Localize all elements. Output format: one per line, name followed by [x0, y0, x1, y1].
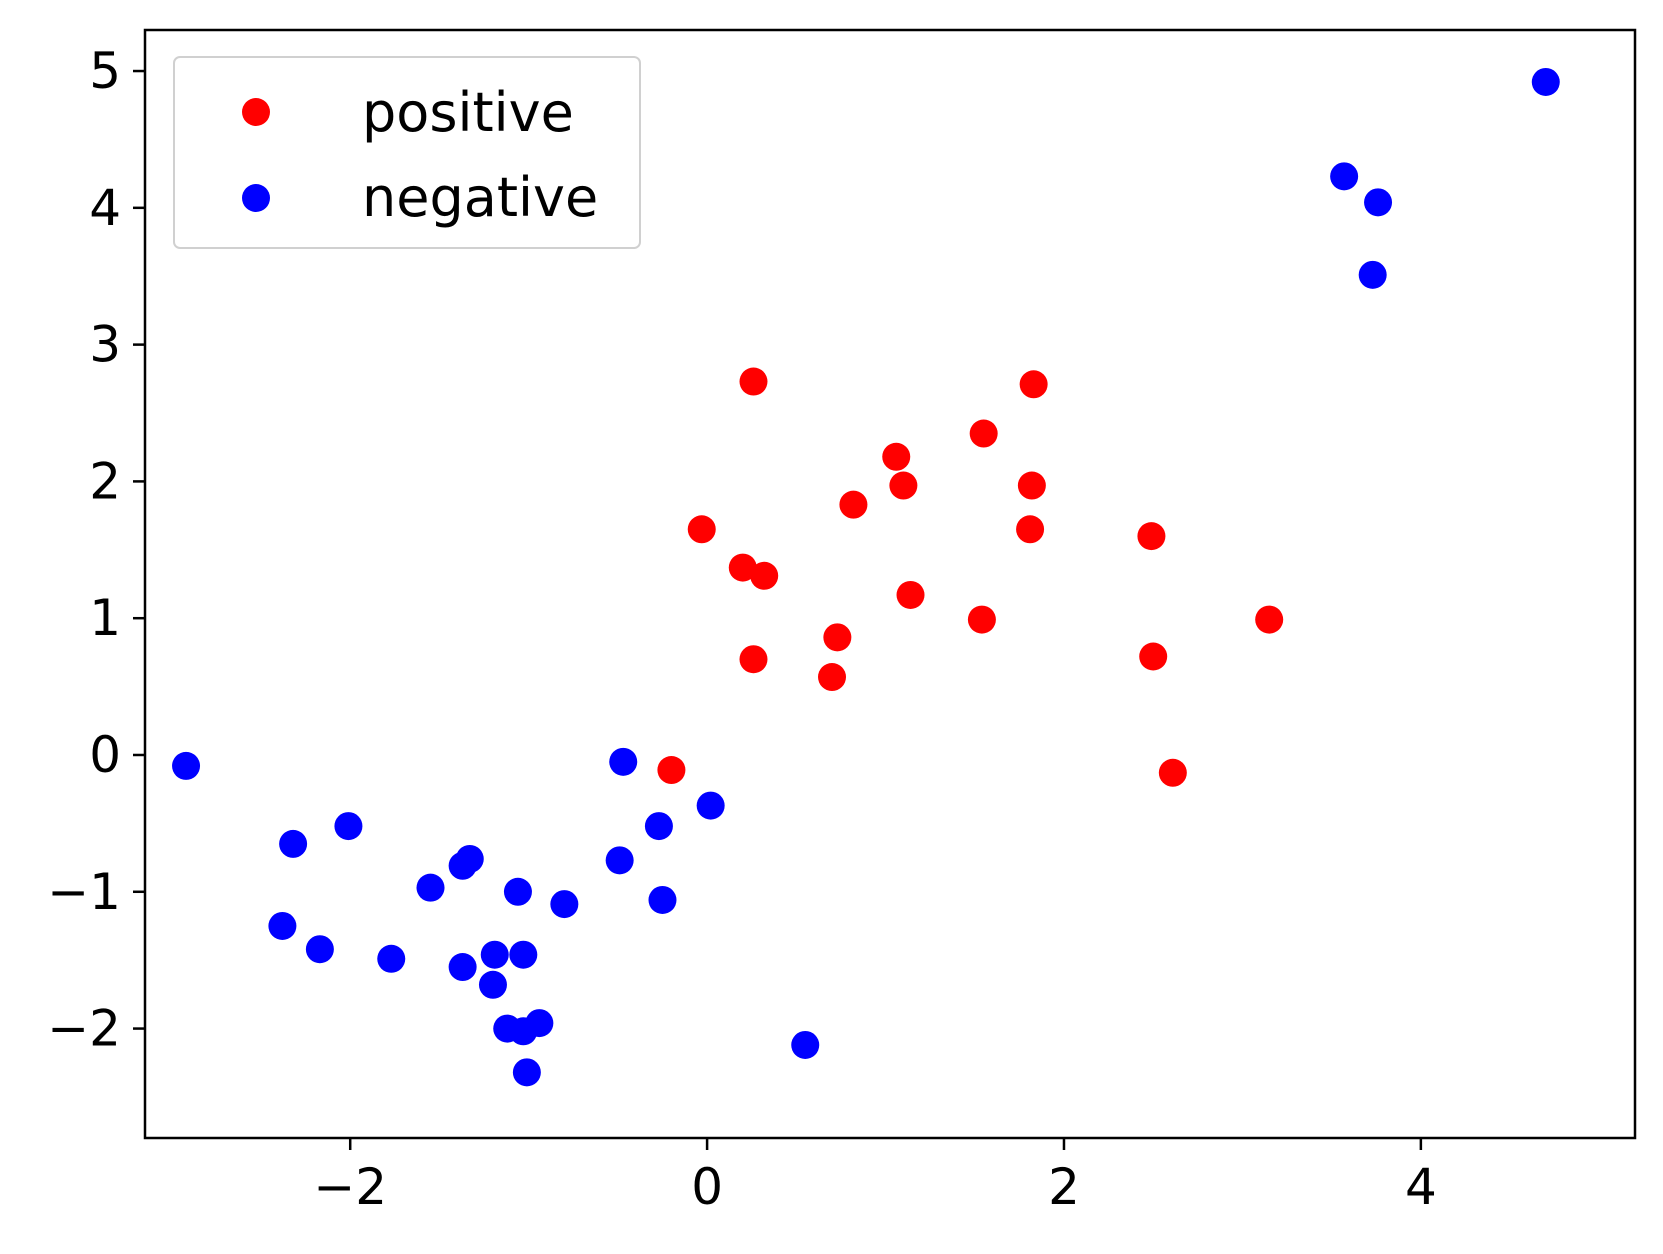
point-negative-23 [478, 970, 507, 999]
point-positive-5 [1017, 471, 1046, 500]
point-positive-20 [1158, 758, 1187, 787]
point-positive-12 [896, 580, 925, 609]
point-positive-2 [969, 419, 998, 448]
point-positive-14 [1255, 605, 1284, 634]
point-negative-26 [525, 1009, 554, 1038]
y-tick-label-6: 4 [89, 179, 121, 237]
point-negative-7 [279, 829, 308, 858]
point-positive-1 [1019, 370, 1048, 399]
point-negative-5 [609, 747, 638, 776]
point-positive-3 [882, 442, 911, 471]
x-tick-label-1: 0 [691, 1158, 723, 1216]
point-positive-19 [657, 756, 686, 785]
point-positive-0 [739, 367, 768, 396]
point-positive-4 [889, 471, 918, 500]
x-axis: −2 0 2 4 [313, 1138, 1437, 1216]
point-positive-8 [1016, 515, 1045, 544]
point-negative-8 [334, 812, 363, 841]
point-negative-19 [377, 944, 406, 973]
point-negative-28 [791, 1030, 820, 1059]
point-negative-0 [1531, 67, 1560, 96]
point-negative-11 [448, 851, 477, 880]
point-negative-9 [644, 812, 673, 841]
point-negative-21 [509, 940, 538, 969]
point-negative-17 [268, 911, 297, 940]
point-negative-1 [1330, 162, 1359, 191]
legend-label-positive: positive [362, 81, 574, 144]
point-negative-4 [172, 751, 201, 780]
y-tick-label-3: 1 [89, 589, 121, 647]
point-negative-3 [1358, 260, 1387, 289]
legend-label-negative: negative [362, 166, 598, 229]
y-tick-label-5: 3 [89, 316, 121, 374]
point-negative-27 [512, 1058, 541, 1087]
y-axis: −2 −1 0 1 2 3 4 5 [47, 42, 145, 1058]
legend-marker-positive [242, 98, 270, 126]
y-tick-label-7: 5 [89, 42, 121, 100]
points-layer [172, 67, 1560, 1087]
legend-box [173, 56, 641, 249]
point-positive-6 [839, 490, 868, 519]
point-positive-11 [750, 561, 779, 590]
point-negative-22 [448, 953, 477, 982]
x-tick-label-3: 4 [1405, 1158, 1437, 1216]
legend-marker-negative [242, 184, 270, 212]
plot-frame [143, 28, 1637, 1140]
point-positive-9 [1137, 522, 1166, 551]
point-negative-12 [605, 846, 634, 875]
y-tick-label-2: 0 [89, 726, 121, 784]
point-negative-15 [550, 890, 579, 919]
x-tick-label-2: 2 [1048, 1158, 1080, 1216]
point-negative-18 [305, 935, 334, 964]
legend: positive negative [173, 56, 641, 249]
point-negative-13 [416, 873, 445, 902]
point-negative-2 [1364, 188, 1393, 217]
point-negative-16 [648, 885, 677, 914]
point-positive-15 [823, 623, 852, 652]
point-positive-10 [728, 553, 757, 582]
point-positive-7 [687, 515, 716, 544]
point-positive-16 [739, 645, 768, 674]
point-negative-6 [696, 791, 725, 820]
y-tick-label-4: 2 [89, 452, 121, 510]
y-tick-label-0: −2 [47, 1000, 121, 1058]
point-negative-14 [503, 877, 532, 906]
point-positive-18 [818, 663, 847, 692]
y-tick-label-1: −1 [47, 863, 121, 921]
point-negative-20 [480, 940, 509, 969]
x-tick-label-0: −2 [313, 1158, 387, 1216]
point-positive-13 [967, 605, 996, 634]
point-positive-17 [1139, 642, 1168, 671]
